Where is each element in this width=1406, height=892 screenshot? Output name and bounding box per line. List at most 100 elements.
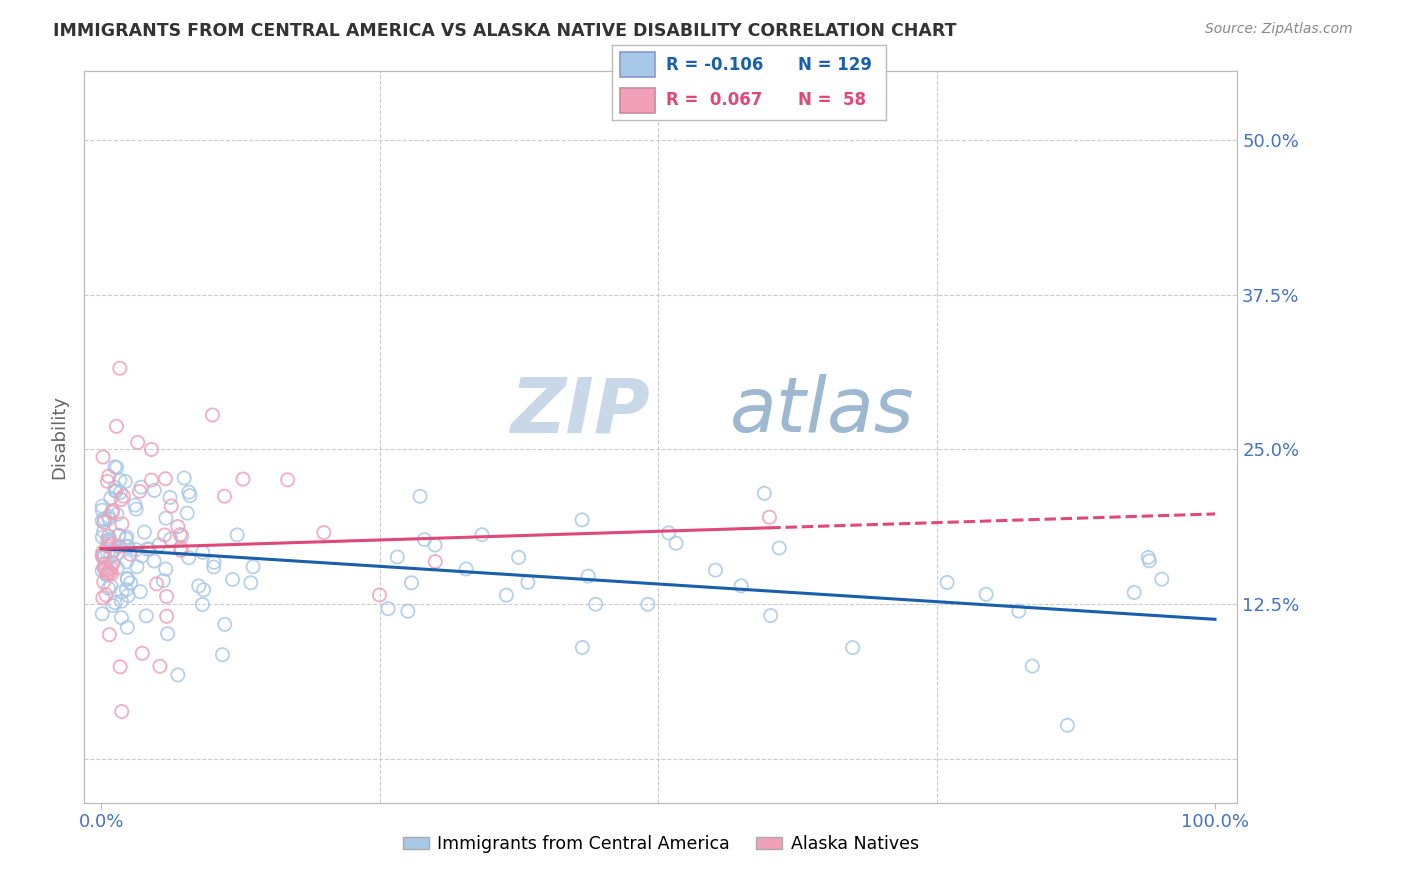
Point: [91, 450, 114, 464]
Point: [101, 503, 124, 517]
Point: [516, 575, 538, 590]
Point: [93, 524, 115, 539]
Point: [211, 648, 233, 662]
Point: [91, 545, 114, 559]
Point: [101, 556, 124, 570]
Point: [108, 361, 131, 376]
Point: [242, 559, 264, 574]
Point: [93, 515, 115, 529]
Point: [129, 480, 152, 494]
Point: [658, 525, 681, 540]
Point: [214, 489, 236, 503]
Point: [704, 563, 727, 577]
Point: [97, 529, 120, 543]
Point: [143, 554, 166, 568]
Text: IMMIGRANTS FROM CENTRAL AMERICA VS ALASKA NATIVE DISABILITY CORRELATION CHART: IMMIGRANTS FROM CENTRAL AMERICA VS ALASK…: [53, 22, 957, 40]
Point: [141, 473, 163, 487]
Point: [91, 514, 114, 528]
Point: [413, 533, 436, 547]
Point: [96, 567, 118, 582]
Point: [105, 419, 128, 434]
Point: [187, 579, 209, 593]
Point: [758, 510, 780, 524]
Point: [111, 516, 134, 531]
Point: [585, 597, 607, 611]
Point: [97, 512, 120, 526]
Point: [368, 588, 391, 602]
Point: [214, 617, 236, 632]
Point: [176, 506, 198, 520]
Point: [96, 566, 118, 581]
Point: [96, 475, 118, 489]
Point: [201, 408, 224, 422]
Point: [94, 557, 117, 571]
Point: [111, 705, 134, 719]
Point: [108, 473, 131, 487]
Point: [98, 566, 121, 580]
Point: [97, 539, 120, 553]
Point: [202, 555, 225, 569]
Point: [1137, 554, 1160, 568]
Point: [141, 442, 163, 457]
Point: [94, 563, 117, 577]
Point: [377, 601, 399, 615]
Point: [91, 607, 114, 621]
Point: [170, 541, 193, 555]
Point: [105, 460, 128, 475]
Point: [107, 528, 129, 542]
Point: [105, 561, 128, 575]
FancyBboxPatch shape: [620, 52, 655, 78]
Point: [93, 561, 115, 575]
Point: [114, 532, 136, 546]
Point: [173, 471, 195, 485]
Point: [101, 543, 124, 558]
FancyBboxPatch shape: [620, 87, 655, 112]
Point: [152, 574, 174, 588]
Point: [115, 571, 138, 585]
Point: [91, 503, 114, 517]
Point: [129, 584, 152, 599]
Point: [155, 472, 177, 486]
Point: [98, 628, 121, 642]
Point: [221, 573, 243, 587]
Point: [100, 579, 122, 593]
Point: [156, 626, 179, 640]
Point: [104, 459, 127, 474]
Point: [456, 562, 478, 576]
Point: [665, 536, 688, 550]
Text: R =  0.067: R = 0.067: [666, 91, 763, 110]
Point: [508, 550, 530, 565]
Point: [115, 539, 138, 553]
Point: [571, 640, 593, 655]
Point: [101, 566, 124, 581]
Point: [167, 668, 190, 682]
Point: [754, 486, 776, 500]
Point: [170, 529, 193, 543]
Point: [115, 555, 138, 569]
Point: [637, 597, 659, 611]
Point: [100, 548, 122, 562]
Point: [409, 489, 432, 503]
Point: [193, 582, 215, 597]
Point: [159, 491, 181, 505]
Point: [135, 608, 157, 623]
Point: [1021, 659, 1043, 673]
Point: [177, 485, 200, 500]
Point: [104, 596, 127, 610]
Text: N = 129: N = 129: [799, 55, 872, 74]
Point: [96, 567, 118, 582]
Point: [179, 489, 201, 503]
Point: [571, 513, 593, 527]
Point: [97, 534, 120, 549]
Point: [1056, 718, 1078, 732]
Point: [576, 569, 599, 583]
Point: [148, 538, 170, 552]
Point: [97, 563, 120, 577]
Point: [98, 537, 121, 551]
Point: [101, 556, 124, 570]
Point: [768, 541, 790, 555]
Point: [91, 591, 114, 605]
Point: [111, 585, 134, 599]
Point: [159, 532, 181, 546]
Point: [759, 608, 782, 623]
